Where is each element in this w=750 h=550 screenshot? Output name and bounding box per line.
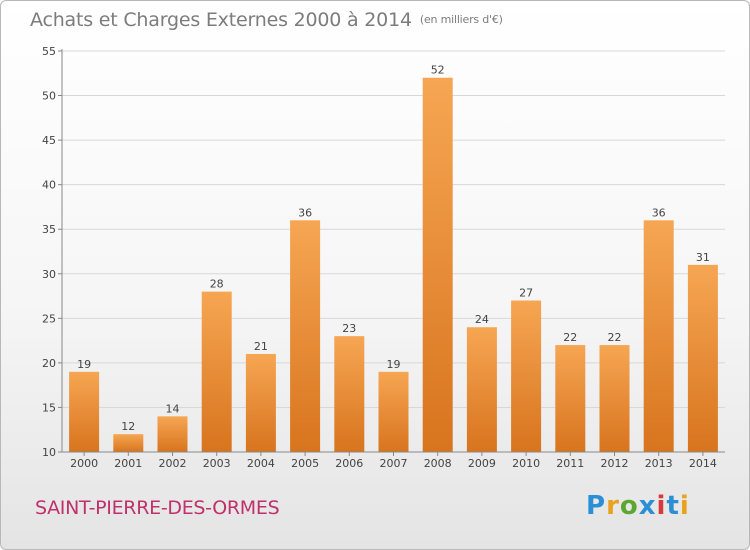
y-tick-label: 35 [42,223,56,236]
logo-letter: i [656,491,667,521]
bar-value-label: 24 [475,313,489,326]
bar [245,353,276,452]
bar [511,300,542,452]
bar-value-label: 22 [563,331,577,344]
y-tick-label: 10 [42,446,56,459]
logo-letter: o [619,491,639,521]
bar-value-label: 14 [166,402,180,415]
bar [157,416,188,452]
x-tick-label: 2001 [114,457,142,470]
x-tick-label: 2003 [203,457,231,470]
x-tick-label: 2011 [556,457,584,470]
y-tick-label: 40 [42,179,56,192]
bar-value-label: 19 [77,358,91,371]
x-tick-label: 2008 [424,457,452,470]
y-tick-label: 25 [42,312,56,325]
y-tick-label: 45 [42,134,56,147]
y-tick-label: 55 [42,45,56,58]
bar [378,371,409,452]
x-tick-label: 2004 [247,457,275,470]
chart-title-text: Achats et Charges Externes 2000 à 2014 [30,9,412,31]
bar-value-label: 36 [298,206,312,219]
bar-value-label: 36 [652,206,666,219]
y-tick-label: 20 [42,357,56,370]
bar-value-label: 31 [696,251,710,264]
axes [58,49,725,456]
proxiti-logo: Proxiti [586,491,690,521]
bar [201,291,232,452]
x-tick-label: 2014 [689,457,717,470]
x-tick-label: 2005 [291,457,319,470]
bar-value-label: 21 [254,340,268,353]
bar [69,371,100,452]
bar-value-label: 12 [121,420,135,433]
bar [687,264,718,452]
bar-value-label: 23 [342,322,356,335]
commune-name: SAINT-PIERRE-DES-ORMES [35,497,280,519]
bar [643,220,674,452]
bar-value-label: 19 [387,358,401,371]
x-tick-label: 2013 [645,457,673,470]
x-tick-label: 2012 [601,457,629,470]
bars [69,77,718,452]
logo-letter: t [666,491,680,521]
y-tick-label: 30 [42,268,56,281]
logo-letter: i [679,491,690,521]
bar [599,345,630,452]
x-tick-label: 2009 [468,457,496,470]
bar-value-label: 52 [431,64,445,77]
x-tick-label: 2007 [380,457,408,470]
labels: 10 15 20 25 30 35 40 45 50 55 19 2000 12 2001 14 2002 28… [42,45,717,470]
x-tick-label: 2006 [335,457,363,470]
chart-title: Achats et Charges Externes 2000 à 2014 (e… [30,9,503,31]
bar [334,336,365,452]
chart-subtitle: (en milliers d'€) [419,13,503,26]
logo-letter: x [638,491,657,521]
bar-value-label: 28 [210,278,224,291]
x-tick-label: 2010 [512,457,540,470]
bar-value-label: 22 [608,331,622,344]
bar [555,345,586,452]
x-tick-label: 2002 [159,457,187,470]
logo-letter: P [586,491,607,521]
bar [290,220,321,452]
y-tick-label: 50 [42,90,56,103]
bar [113,434,144,452]
logo-letter: r [606,491,620,521]
bar-value-label: 27 [519,287,533,300]
bar [422,77,453,452]
bar [466,327,497,452]
y-tick-label: 15 [42,401,56,414]
x-tick-label: 2000 [70,457,98,470]
